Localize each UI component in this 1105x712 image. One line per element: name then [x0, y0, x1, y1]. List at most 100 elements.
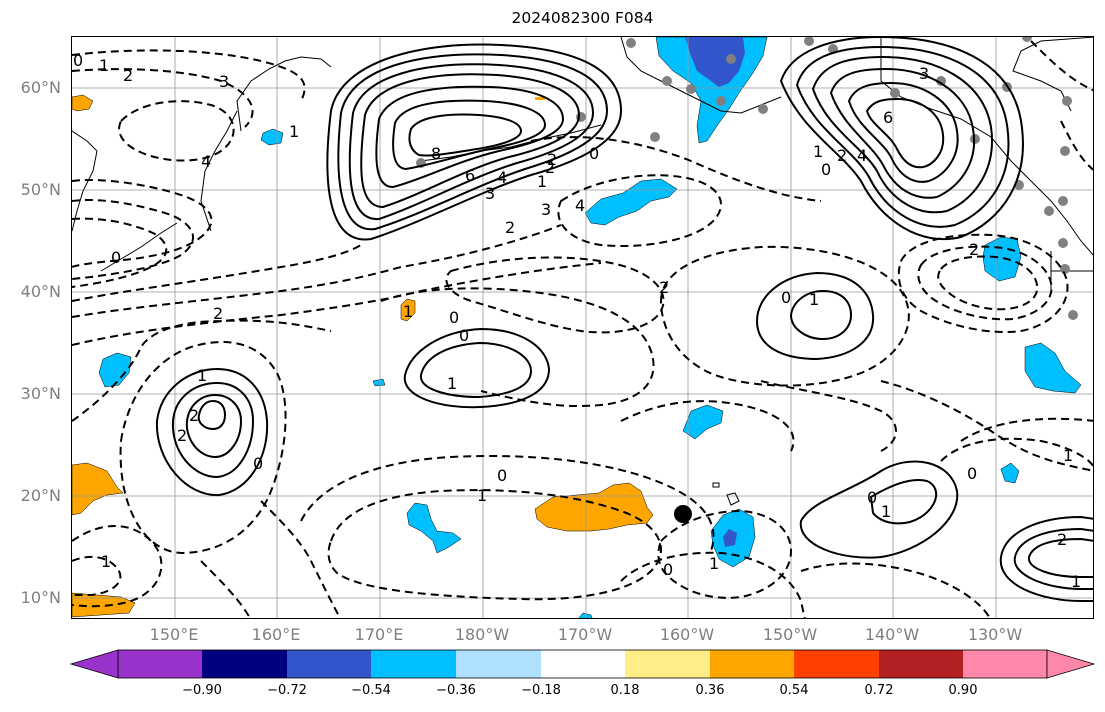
colorbar-tick-label: −0.36 [436, 683, 476, 698]
contour-neg-south-3 [620, 400, 795, 452]
contour-low-west-4 [197, 399, 227, 431]
map-title: 2024082300 F084 [511, 9, 654, 27]
contour-label: 2 [545, 158, 555, 177]
contour-low-west-2 [171, 381, 255, 479]
colorbar-cell [541, 650, 625, 678]
station-dot [758, 104, 768, 114]
contour-label-layer: 0 1 2 3 4 1 0 8 6 4 3 2 0 1 2 4 3 2 3 6 … [73, 51, 1081, 591]
contour-label: 1 [709, 554, 719, 573]
contour-label: 2 [123, 66, 133, 85]
contour-neg-south-4 [760, 380, 897, 452]
station-dot [1060, 146, 1070, 156]
contour-neg-w-5 [119, 341, 287, 555]
contour-neg-east-4 [880, 380, 1093, 472]
coast-kamchatka [236, 56, 332, 132]
contour-label: 6 [465, 166, 475, 185]
contour-neg-center-4 [530, 136, 822, 202]
contour-neg-south-7 [800, 562, 991, 618]
station-dot [804, 37, 814, 46]
contour-east-1 [755, 271, 875, 361]
shade-blue-central [682, 404, 724, 440]
colorbar-cell [710, 650, 794, 678]
station-dot [1060, 264, 1070, 274]
contour-neg-east-5 [960, 417, 1093, 442]
colorbar-cell [794, 650, 879, 678]
contour-neg-south-8 [72, 525, 163, 608]
shade-blue-nepac [982, 236, 1022, 282]
contour-low-west-3 [185, 393, 243, 459]
contour-east-2 [789, 289, 853, 341]
coast-kamchatka-pen [200, 110, 238, 232]
contour-neg-south-2 [300, 455, 715, 552]
lon-label-130w: 130°W [967, 625, 1023, 644]
contour-label: 0 [459, 326, 469, 345]
shade-blue-midpac [584, 178, 678, 226]
contour-label: 0 [821, 160, 831, 179]
lon-label-180w: 180°W [454, 625, 510, 644]
lon-label-170e: 170°E [354, 625, 404, 644]
contour-label: 6 [883, 108, 893, 127]
lon-label-160e: 160°E [251, 625, 301, 644]
dashed-contours [72, 40, 1093, 618]
contour-label: 2 [177, 426, 187, 445]
colorbar-low-extend [69, 649, 119, 679]
station-dot [1044, 206, 1054, 216]
lon-label-150w: 150°W [762, 625, 818, 644]
contour-label: 1 [537, 172, 547, 191]
shade-blue-kamchatka [260, 128, 284, 146]
station-dot [890, 88, 900, 98]
contour-label: 2 [659, 278, 669, 297]
colorbar-tick-label: −0.18 [521, 683, 561, 698]
contour-neg-east-7 [1030, 40, 1093, 92]
map-panel: 0 1 2 3 4 1 0 8 6 4 3 2 0 1 2 4 3 2 3 6 … [71, 36, 1094, 619]
shading-layer [72, 37, 1082, 618]
shade-orange-central [534, 482, 654, 532]
station-dot [1058, 196, 1068, 206]
colorbar-tick-label: −0.54 [351, 683, 391, 698]
contour-low-west-1 [155, 367, 269, 497]
contour-neg-center-2 [380, 287, 655, 408]
contour-neg-south-6 [620, 551, 806, 618]
contour-neg-center-5 [659, 245, 910, 387]
colorbar-tick-label: −0.72 [267, 683, 307, 698]
contour-label: 1 [477, 486, 487, 505]
colorbar-tick-label: 0.90 [948, 683, 978, 698]
station-dot [662, 76, 672, 86]
contour-neg-east-1 [897, 233, 1069, 334]
contour-label: 2 [505, 218, 515, 237]
solid-contours [155, 37, 1093, 602]
contour-far-se-2 [1013, 527, 1093, 590]
contour-neg-nw-4 [72, 178, 213, 268]
shade-blue-westpac [98, 352, 132, 388]
contour-label: 1 [101, 552, 111, 571]
contour-neg-center-1 [445, 256, 665, 334]
contour-label: 2 [547, 150, 557, 169]
colorbar-cell [963, 650, 1047, 678]
contour-label: 3 [485, 184, 495, 203]
shade-darkblue-alaska [685, 37, 745, 87]
box-border [1050, 251, 1093, 291]
colorbar-tick-label: 0.18 [610, 683, 640, 698]
contour-neg-w-1 [72, 244, 362, 302]
contour-label: 0 [253, 454, 263, 473]
contour-label: 0 [497, 466, 507, 485]
shade-orange-west [72, 462, 124, 516]
colorbar-cell [371, 650, 456, 678]
coast-aleutians [420, 124, 602, 162]
colorbar-high-extend [1046, 649, 1096, 679]
contour-label: 3 [219, 72, 229, 91]
contour-label: 1 [809, 290, 819, 309]
contour-label: 4 [575, 196, 585, 215]
contour-label: 2 [969, 240, 979, 259]
contour-high-west-3 [348, 63, 595, 221]
shade-darkblue-hawaii [723, 529, 737, 547]
contour-high-east-3 [811, 55, 993, 214]
colorbar-tick-label: 0.72 [864, 683, 894, 698]
contour-label: 0 [589, 144, 599, 163]
colorbar-tick-label: −0.90 [182, 683, 222, 698]
contour-label: 2 [1057, 530, 1067, 549]
contour-label: 1 [289, 122, 299, 141]
contour-high-east-2 [795, 45, 1010, 228]
contour-neg-w-4 [72, 319, 332, 422]
lon-label-170w: 170°W [557, 625, 613, 644]
